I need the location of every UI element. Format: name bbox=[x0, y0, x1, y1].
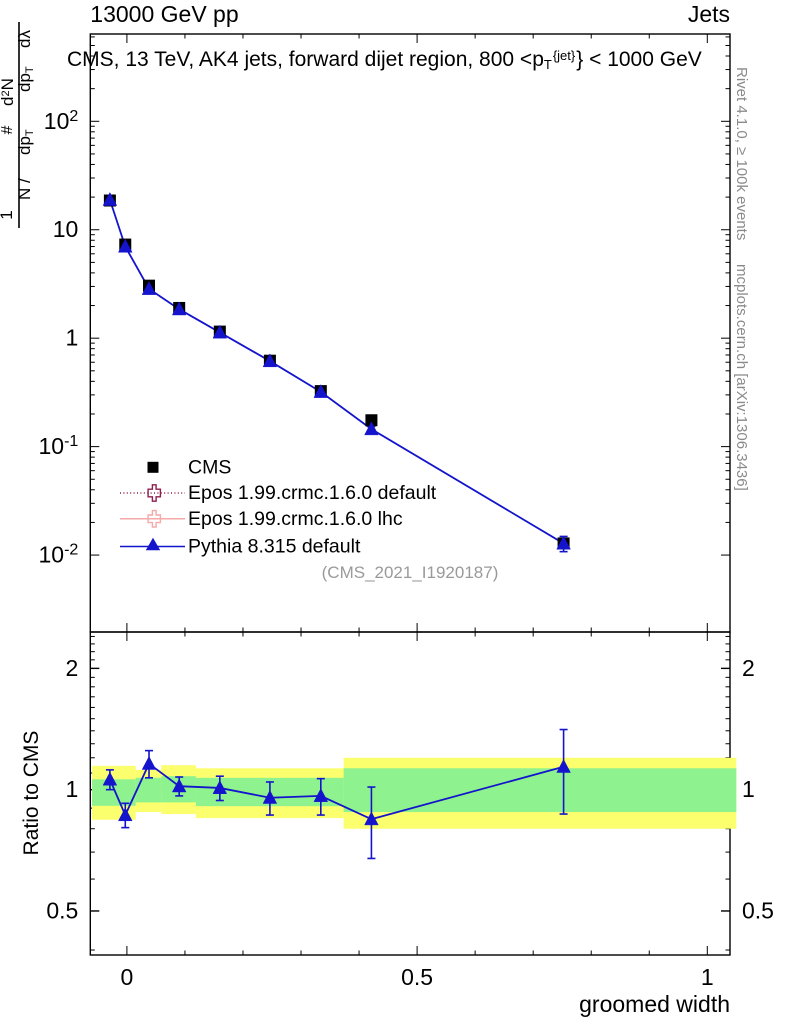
svg-text:mcplots.cern.ch [arXiv:1306.34: mcplots.cern.ch [arXiv:1306.3436] bbox=[733, 264, 750, 491]
svg-text:1: 1 bbox=[0, 210, 16, 219]
svg-text:0.5: 0.5 bbox=[46, 897, 78, 923]
svg-text:groomed width: groomed width bbox=[579, 991, 730, 1017]
svg-text:CMS, 13 TeV, AK4 jets, forward: CMS, 13 TeV, AK4 jets, forward dijet reg… bbox=[67, 48, 702, 72]
svg-text:0.5: 0.5 bbox=[401, 964, 433, 990]
svg-text:1: 1 bbox=[66, 776, 79, 802]
svg-text:1: 1 bbox=[66, 325, 79, 351]
svg-text:CMS: CMS bbox=[188, 457, 231, 479]
svg-text:Jets: Jets bbox=[688, 1, 730, 27]
svg-text:(CMS_2021_I1920187): (CMS_2021_I1920187) bbox=[322, 563, 499, 582]
svg-text:2: 2 bbox=[742, 655, 755, 681]
svg-text:dλ: dλ bbox=[15, 30, 34, 48]
svg-text:0.5: 0.5 bbox=[742, 897, 774, 923]
svg-text:Epos 1.99.crmc.1.6.0 default: Epos 1.99.crmc.1.6.0 default bbox=[188, 482, 437, 504]
svg-text:Epos 1.99.crmc.1.6.0 lhc: Epos 1.99.crmc.1.6.0 lhc bbox=[188, 508, 403, 530]
svg-text:1: 1 bbox=[742, 776, 755, 802]
svg-text:Pythia 8.315 default: Pythia 8.315 default bbox=[188, 536, 361, 558]
svg-text:2: 2 bbox=[66, 655, 79, 681]
svg-text:Ratio to CMS: Ratio to CMS bbox=[20, 731, 43, 856]
svg-text:Rivet 4.1.0, ≥ 100k events: Rivet 4.1.0, ≥ 100k events bbox=[733, 67, 750, 240]
svg-text:1: 1 bbox=[701, 964, 714, 990]
svg-text:N /: N / bbox=[15, 178, 34, 200]
svg-text:13000 GeV pp: 13000 GeV pp bbox=[90, 1, 238, 27]
svg-text:10: 10 bbox=[53, 216, 79, 242]
svg-text:0: 0 bbox=[121, 964, 134, 990]
svg-text:#: # bbox=[0, 125, 16, 134]
